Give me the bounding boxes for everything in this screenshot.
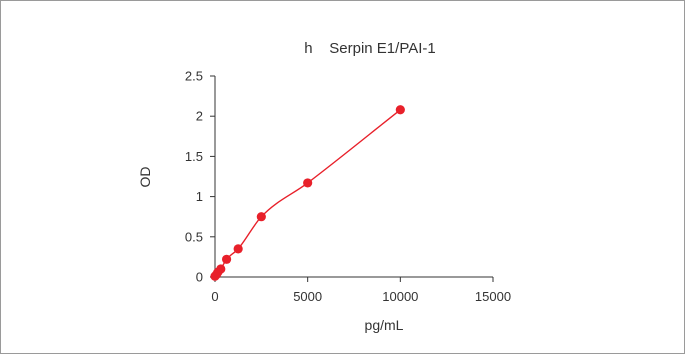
plot-area: 0 0.5 1 1.5 2 2.5 0 5000 10000 15000 xyxy=(185,69,511,305)
fit-curve xyxy=(214,109,401,277)
y-ticks: 0 0.5 1 1.5 2 2.5 xyxy=(185,69,215,285)
y-tick-label: 1.5 xyxy=(185,149,203,164)
x-tick-label: 10000 xyxy=(382,289,418,304)
y-axis-label: OD xyxy=(137,167,153,188)
y-tick-label: 2 xyxy=(196,109,203,124)
data-point xyxy=(221,254,232,264)
data-point xyxy=(233,244,243,254)
x-axis-label: pg/mL xyxy=(365,317,404,333)
x-ticks: 0 5000 10000 15000 xyxy=(211,277,511,304)
data-point xyxy=(216,264,226,274)
x-tick-label: 15000 xyxy=(475,289,511,304)
y-tick-label: 0.5 xyxy=(185,229,203,244)
data-points xyxy=(210,105,405,281)
y-tick-label: 2.5 xyxy=(185,69,203,84)
x-tick-label: 0 xyxy=(211,289,218,304)
y-tick-label: 0 xyxy=(196,270,203,285)
x-tick-label: 5000 xyxy=(293,289,322,304)
y-tick-label: 1 xyxy=(196,189,203,204)
data-point xyxy=(303,178,313,188)
data-point xyxy=(395,105,405,115)
data-point xyxy=(256,212,266,222)
chart-title: h Serpin E1/PAI-1 xyxy=(304,40,435,57)
